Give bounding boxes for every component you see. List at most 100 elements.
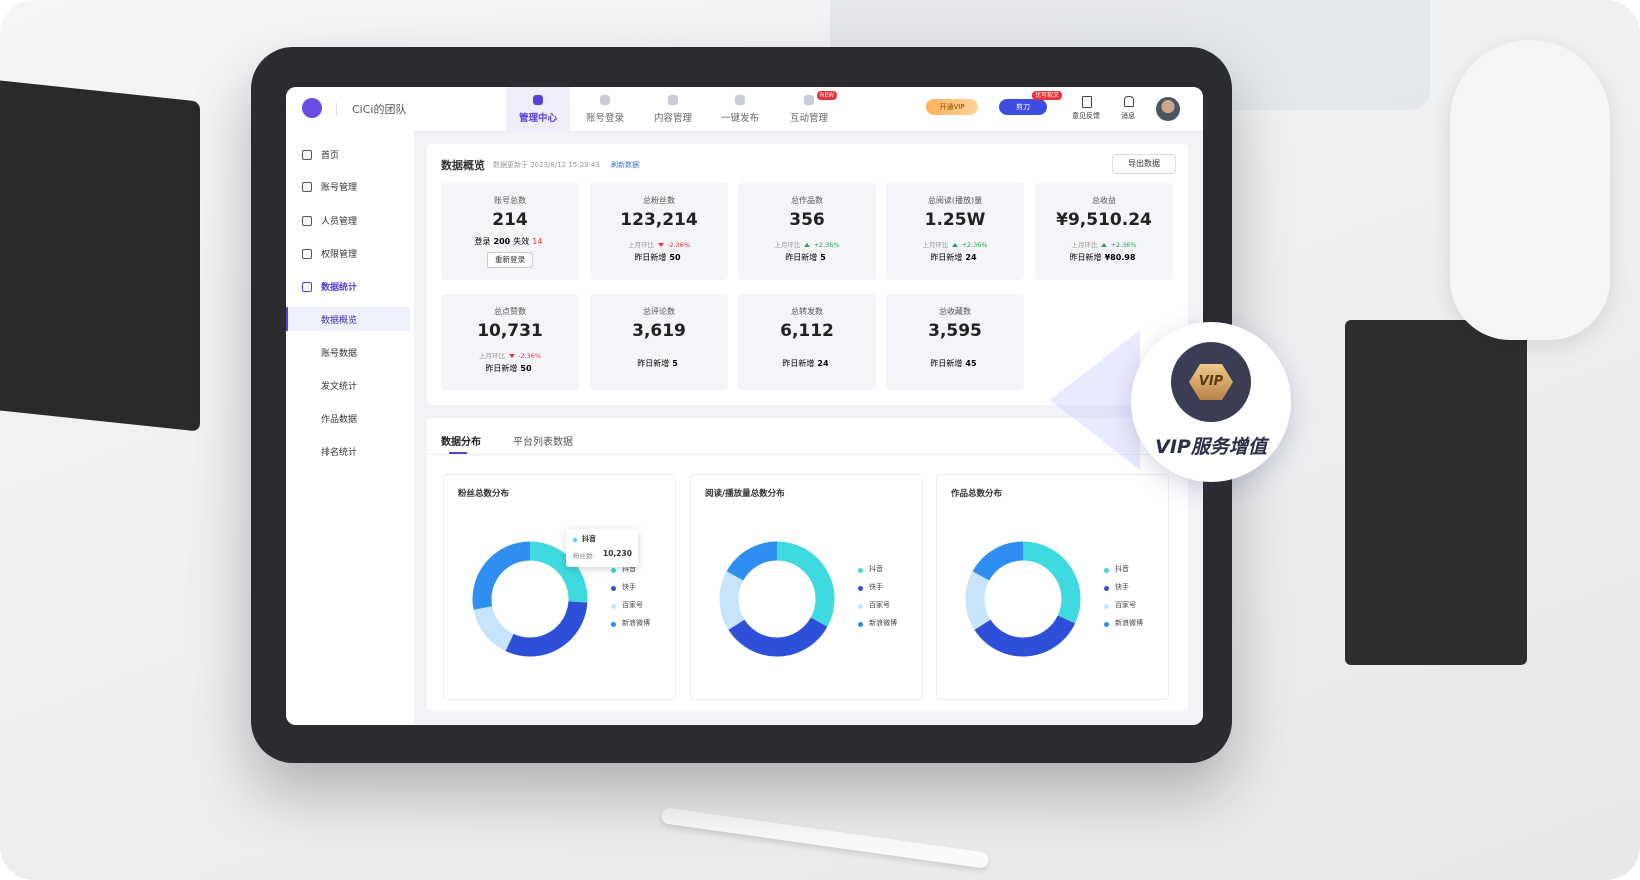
card-value: 356 [789,210,825,230]
menu-icon [302,182,312,192]
bell-icon [1124,96,1134,107]
new: 5 [820,253,826,262]
change-label: 上月环比 [1071,241,1098,249]
cube-decor [1345,320,1527,665]
card-value: 3,619 [632,321,686,341]
menu-item[interactable]: 首页 [321,151,340,161]
nav-item[interactable]: 一键发布 [720,113,759,124]
trend-arrow [804,243,811,247]
menu-item[interactable]: 人员管理 [321,217,358,227]
donut-segment [505,600,588,657]
tab[interactable]: 平台列表数据 [513,437,573,448]
new: ¥80.98 [1104,253,1136,262]
legend-dot [858,586,863,591]
vip-wedge [1050,330,1140,470]
submenu-item[interactable]: 排名统计 [321,448,358,458]
legend-item: 抖音 [622,565,636,573]
change-value: +2.36% [961,241,988,249]
stat-card: 总粉丝数 123,214 上月环比 -2.36% 昨日新增 50 [590,183,728,280]
chart-card: 阅读/播放量总数分布 抖音 快手 百家号 新浪微博 [690,474,923,700]
refresh-link[interactable]: 刷新数据 [611,161,639,169]
submenu-item[interactable]: 账号数据 [321,349,358,359]
submenu-item[interactable]: 数据概览 [321,316,358,326]
messages[interactable]: 消息 [1121,112,1135,120]
card-value: 123,214 [620,210,698,230]
new-row: 昨日新增 24 [886,252,1024,263]
chart-card: 作品总数分布 抖音 快手 百家号 新浪微博 [936,474,1169,700]
change-row: 上月环比 -2.36% [590,239,728,249]
change-value: +2.36% [813,241,840,249]
trend-arrow [658,243,664,247]
overview-title: 数据概览 [441,159,485,172]
vip-button[interactable]: 开通VIP [926,99,978,115]
team-name[interactable]: CiCi的团队 [352,103,407,116]
change-label: 上月环比 [628,241,654,249]
feedback[interactable]: 意见反馈 [1072,112,1100,120]
stat-card: 总收藏数 3,595 昨日新增 45 [886,294,1024,390]
change-label: 上月环比 [922,241,949,249]
menu-item[interactable]: 数据统计 [321,283,358,293]
submenu-item[interactable]: 作品数据 [321,415,358,425]
stat-card: 总转发数 6,112 昨日新增 24 [738,294,876,390]
new-label: 昨日新增 [637,359,670,368]
legend-item: 百家号 [1115,601,1136,609]
new: 24 [817,359,829,368]
donut-segment [776,541,835,627]
change-row: 上月环比 +2.36% [1035,239,1173,249]
new-row: 昨日新增 ¥80.98 [1035,252,1173,263]
tab[interactable]: 数据分布 [441,437,481,448]
legend-item: 快手 [869,583,883,591]
chart-title: 作品总数分布 [951,489,1003,499]
menu-icon [302,282,312,292]
failed-label: 失效 [513,237,530,246]
top-bar: CiCi的团队 管理中心 账号登录 内容管理 一键发布 互动管理 NEW 开通VIP 剪刀 优写软… [286,87,1203,132]
legend-dot [1104,586,1109,591]
chart-card: 粉丝总数分布 抖音 快手 百家号 新浪微博 抖音 粉丝数: 10,230 [443,474,676,700]
new-row: 昨日新增 5 [738,252,876,263]
login-row: 登录 200 失效 14 [441,236,579,247]
new: 24 [965,253,977,262]
change-row: 上月环比 +2.36% [738,239,876,249]
legend-item: 快手 [622,583,636,591]
new-label: 昨日新增 [1069,253,1102,262]
vip-bubble: VIP VIP服务增值 [1131,322,1291,482]
new-row: 昨日新增 50 [590,252,728,263]
tool-button[interactable]: 剪刀 [999,99,1047,115]
card-label: 总转发数 [791,307,823,316]
vip-emblem: VIP [1171,342,1251,422]
donut-chart [472,541,588,657]
stat-card: 总评论数 3,619 昨日新增 5 [590,294,728,390]
donut-segment [719,571,745,630]
new: 50 [520,364,532,373]
new-row: 昨日新增 24 [738,358,876,369]
feedback-icon [1082,96,1092,108]
stat-card: 总收益 ¥9,510.24 上月环比 +2.36% 昨日新增 ¥80.98 [1035,183,1173,280]
overview-panel: 数据概览 数据更新于 2023/8/12 15:23:43 刷新数据 导出数据 账号总数… [427,144,1188,405]
stat-card: 账号总数 214 登录 200 失效 14 重新登录 [441,183,579,280]
menu-icon [302,150,312,160]
logo [302,98,322,118]
export-button[interactable]: 导出数据 [1112,154,1176,174]
tool-badge: 优写软文 [1032,91,1063,100]
submenu-item[interactable]: 发文统计 [321,382,358,392]
vip-badge: VIP [1189,364,1233,400]
card-label: 总点赞数 [494,307,526,316]
menu-item[interactable]: 权限管理 [321,250,358,260]
change-label: 上月环比 [479,352,505,360]
tab-divider [427,454,1188,455]
nav-icon [804,95,814,105]
change-value: -2.36% [518,352,541,360]
legend-dot [1104,622,1109,627]
menu-item[interactable]: 账号管理 [321,183,358,193]
tab-underline [449,452,467,454]
avatar[interactable] [1156,97,1180,121]
nav-item[interactable]: 内容管理 [653,113,692,124]
nav-item[interactable]: 账号登录 [585,113,624,124]
nav-item[interactable]: 管理中心 [518,113,557,124]
legend-dot [858,622,863,627]
donut-segment [473,605,515,652]
nav-icon [668,95,678,105]
new-label: 昨日新增 [782,359,815,368]
relogin-button[interactable]: 重新登录 [487,252,533,268]
nav-item[interactable]: 互动管理 [789,113,828,124]
